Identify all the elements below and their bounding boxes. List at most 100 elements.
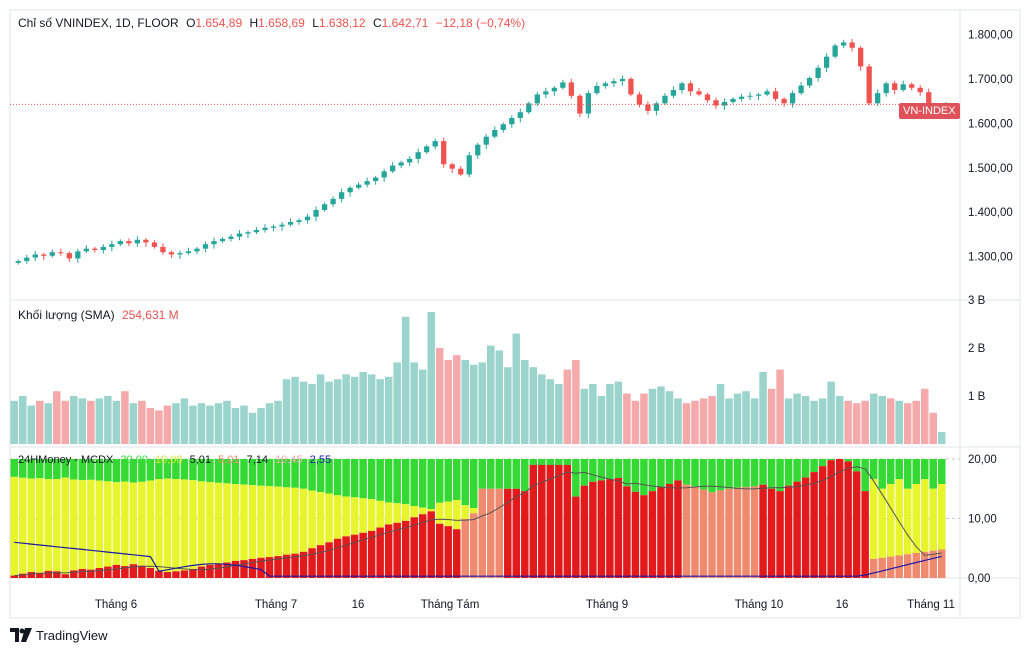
mcdx-banker-bar [844, 461, 852, 578]
candle-body [441, 141, 447, 165]
mcdx-retail-bar [265, 459, 274, 487]
candle-body [75, 251, 81, 259]
candle-body [551, 87, 557, 92]
volume-bar [333, 379, 342, 444]
volume-bar [299, 381, 308, 444]
mcdx-retail-bar [95, 459, 104, 481]
mcdx-hot-money-bar [333, 495, 342, 539]
candle-body [424, 146, 430, 153]
indicator-axis-label: 20,00 [968, 454, 997, 466]
volume-bar [733, 393, 742, 444]
volume-bar [750, 398, 759, 444]
mcdx-retail-bar [376, 459, 384, 501]
candle-body [109, 244, 115, 247]
volume-axis-label: 1 B [968, 391, 986, 403]
volume-bar [444, 360, 452, 444]
candle-body [492, 130, 498, 137]
mcdx-retail-bar [844, 459, 852, 462]
volume-bar [163, 405, 172, 444]
mcdx-banker-bar [376, 527, 384, 578]
price-axis-label: 1.300,00 [968, 252, 1013, 264]
volume-bar [316, 374, 325, 444]
mcdx-hot-money-bar [393, 503, 401, 523]
mcdx-retail-bar [708, 459, 716, 493]
tradingview-logo[interactable]: TradingView [10, 626, 108, 644]
mcdx-retail-bar [733, 459, 742, 488]
indicator-legend: 24HMoney - MCDX 20,00 10,00 5,01 5,01 7,… [18, 454, 335, 466]
mcdx-banker-bar [852, 471, 861, 578]
volume-bar [708, 396, 716, 444]
candle-body [653, 103, 660, 111]
mcdx-retail-bar [10, 459, 19, 477]
volume-axis-label: 2 B [968, 343, 986, 355]
mcdx-retail-bar [299, 459, 308, 489]
close-value: 1.642,71 [381, 16, 429, 30]
mcdx-banker-bar [929, 550, 937, 578]
mcdx-retail-bar [657, 459, 665, 488]
candle-body [160, 246, 166, 253]
mcdx-hot-money-bar [410, 506, 418, 518]
mcdx-banker-bar [291, 553, 299, 578]
mcdx-retail-bar [163, 459, 172, 479]
mcdx-retail-bar [248, 459, 257, 486]
mcdx-retail-bar [469, 459, 478, 509]
volume-value: 254,631 M [121, 308, 179, 322]
mcdx-hot-money-bar [163, 478, 172, 573]
mcdx-retail-bar [61, 459, 70, 478]
mcdx-retail-bar [393, 459, 401, 504]
candle-body [500, 124, 506, 130]
volume-bar [359, 372, 367, 444]
mcdx-retail-bar [104, 459, 112, 482]
volume-bar [640, 393, 648, 444]
mcdx-retail-bar [827, 459, 835, 461]
mcdx-hot-money-bar [929, 488, 937, 551]
volume-bar [265, 403, 274, 444]
volume-bar [835, 396, 844, 444]
volume-bar [648, 388, 657, 444]
mcdx-hot-money-bar [427, 508, 435, 512]
volume-bar [452, 355, 461, 444]
mcdx-retail-bar [257, 459, 265, 486]
mcdx-banker-bar [427, 511, 435, 578]
mcdx-hot-money-bar [257, 485, 265, 558]
mcdx-retail-bar [359, 459, 367, 499]
mcdx-retail-bar [478, 459, 487, 489]
mcdx-hot-money-bar [384, 502, 393, 525]
mcdx-retail-bar [274, 459, 282, 487]
volume-bar [657, 386, 665, 444]
price-axis-label: 1.800,00 [968, 29, 1013, 41]
volume-bar [19, 396, 27, 444]
mcdx-banker-bar [640, 495, 648, 578]
mcdx-hot-money-bar [104, 481, 112, 567]
candle-body [594, 86, 600, 94]
mcdx-retail-bar [801, 459, 810, 478]
candle-body [585, 93, 592, 114]
volume-bar [793, 393, 801, 444]
mcdx-retail-bar [767, 459, 776, 489]
mcdx-retail-bar [172, 459, 180, 479]
mcdx-hot-money-bar [367, 499, 376, 531]
mcdx-banker-bar [95, 568, 104, 578]
mcdx-banker-bar [742, 487, 750, 578]
mcdx-retail-bar [401, 459, 410, 505]
volume-bar [240, 405, 248, 444]
mcdx-banker-bar [572, 496, 580, 578]
volume-bar [538, 374, 546, 444]
indicator-v7: 2,55 [309, 454, 332, 466]
candle-body [730, 98, 736, 102]
mcdx-retail-bar [682, 459, 691, 485]
time-axis-label: Tháng 7 [255, 599, 297, 611]
candle-body [534, 94, 540, 104]
mcdx-banker-bar [469, 513, 478, 578]
mcdx-banker-bar [529, 464, 538, 578]
mcdx-hot-money-bar [435, 502, 444, 524]
volume-bar [742, 391, 750, 444]
mcdx-retail-bar [495, 459, 504, 489]
volume-bar [878, 396, 886, 444]
candle-body [628, 78, 634, 95]
mcdx-hot-money-bar [223, 483, 231, 563]
volume-bar [410, 362, 418, 444]
mcdx-banker-bar [350, 534, 359, 578]
candle-body [364, 181, 370, 185]
